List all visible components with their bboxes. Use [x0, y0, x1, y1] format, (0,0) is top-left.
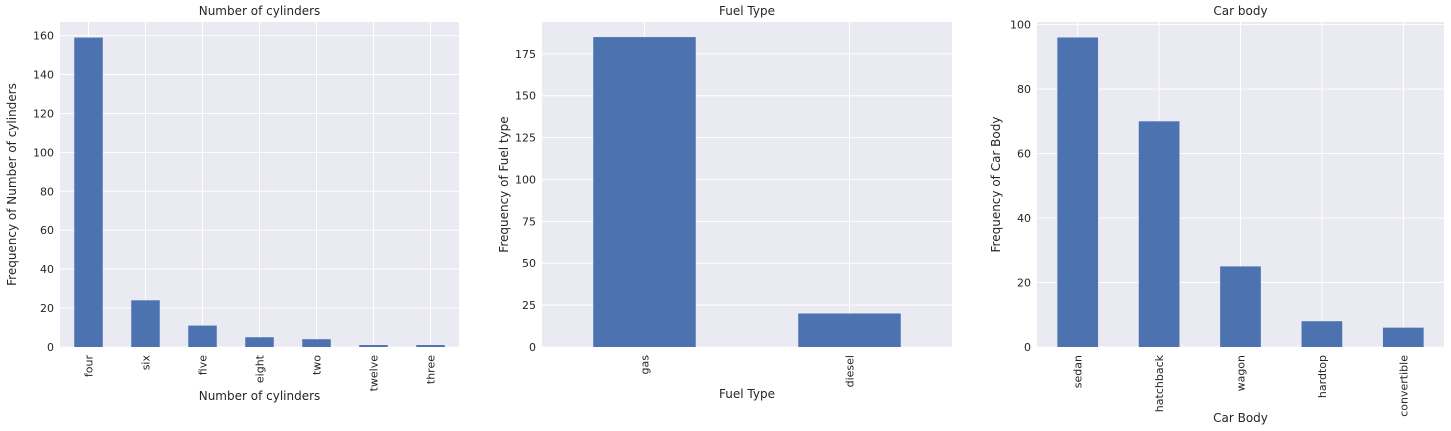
bar-twelve: [359, 345, 388, 347]
y-axis-label: Frequency of Number of cylinders: [5, 83, 19, 286]
chart-fuel-type: 0 25 50 75 100 125 150 175 gas diesel Fuel Type Fue…: [497, 4, 952, 401]
y-tick-label: 160: [33, 30, 54, 43]
y-tick-label: 50: [522, 257, 536, 270]
y-tick-label: 0: [47, 341, 54, 354]
x-tick-label: twelve: [368, 355, 381, 392]
y-tick-label: 140: [33, 69, 54, 82]
x-axis-label: Number of cylinders: [199, 389, 321, 403]
y-tick-label: 20: [1017, 277, 1031, 290]
chart-cylinders: 0 20 40 60 80 100 120 140 160 four six five eight two…: [5, 4, 459, 403]
x-tick-label: wagon: [1235, 355, 1248, 391]
chart-car-body: 0 20 40 60 80 100 sedan hatchback wagon hardtop co…: [989, 4, 1444, 425]
chart-title: Car body: [1213, 4, 1267, 18]
x-tick-label: convertible: [1397, 355, 1410, 417]
x-tick-label: three: [425, 355, 438, 384]
y-axis-label: Frequency of Fuel type: [497, 116, 511, 252]
x-tick-label: sedan: [1072, 355, 1085, 388]
bar-eight: [245, 337, 274, 347]
x-tick-label: four: [83, 355, 96, 378]
bar-four: [74, 37, 103, 348]
bar-convertible: [1382, 327, 1424, 347]
y-tick-label: 100: [515, 173, 536, 186]
x-tick-label: diesel: [844, 355, 857, 387]
y-tick-label: 80: [1017, 83, 1031, 96]
bar-hatchback: [1138, 121, 1180, 347]
y-tick-label: 40: [1017, 212, 1031, 225]
y-axis-label: Frequency of Car Body: [989, 117, 1003, 253]
x-axis-label: Fuel Type: [719, 387, 775, 401]
bar-six: [131, 300, 160, 347]
x-tick-label: eight: [254, 354, 267, 383]
chart-title: Number of cylinders: [199, 4, 321, 18]
y-tick-label: 75: [522, 215, 536, 228]
y-tick-label: 25: [522, 299, 536, 312]
x-tick-label: six: [140, 355, 153, 371]
bar-sedan: [1057, 37, 1099, 347]
bar-gas: [593, 37, 696, 347]
y-tick-label: 100: [1010, 19, 1031, 32]
x-axis-label: Car Body: [1213, 411, 1268, 425]
x-tick-label: two: [311, 355, 324, 375]
bar-diesel: [798, 313, 901, 347]
bar-two: [302, 339, 331, 347]
bar-wagon: [1220, 266, 1261, 347]
x-tick-label: gas: [639, 355, 652, 375]
bar-five: [188, 325, 217, 347]
x-tick-label: hardtop: [1316, 355, 1329, 398]
y-tick-label: 150: [515, 90, 536, 103]
y-tick-label: 80: [40, 185, 54, 198]
y-tick-label: 125: [515, 132, 536, 145]
y-tick-label: 0: [529, 341, 536, 354]
x-tick-label: five: [197, 355, 210, 375]
y-tick-label: 0: [1024, 341, 1031, 354]
y-tick-label: 100: [33, 146, 54, 159]
y-tick-label: 40: [40, 263, 54, 276]
bar-three: [416, 345, 445, 347]
y-tick-label: 60: [40, 224, 54, 237]
y-tick-label: 20: [40, 302, 54, 315]
x-tick-label: hatchback: [1153, 354, 1166, 412]
chart-title: Fuel Type: [719, 4, 775, 18]
y-tick-label: 120: [33, 107, 54, 120]
y-tick-label: 175: [515, 48, 536, 61]
bar-hardtop: [1301, 321, 1343, 347]
y-tick-label: 60: [1017, 148, 1031, 161]
